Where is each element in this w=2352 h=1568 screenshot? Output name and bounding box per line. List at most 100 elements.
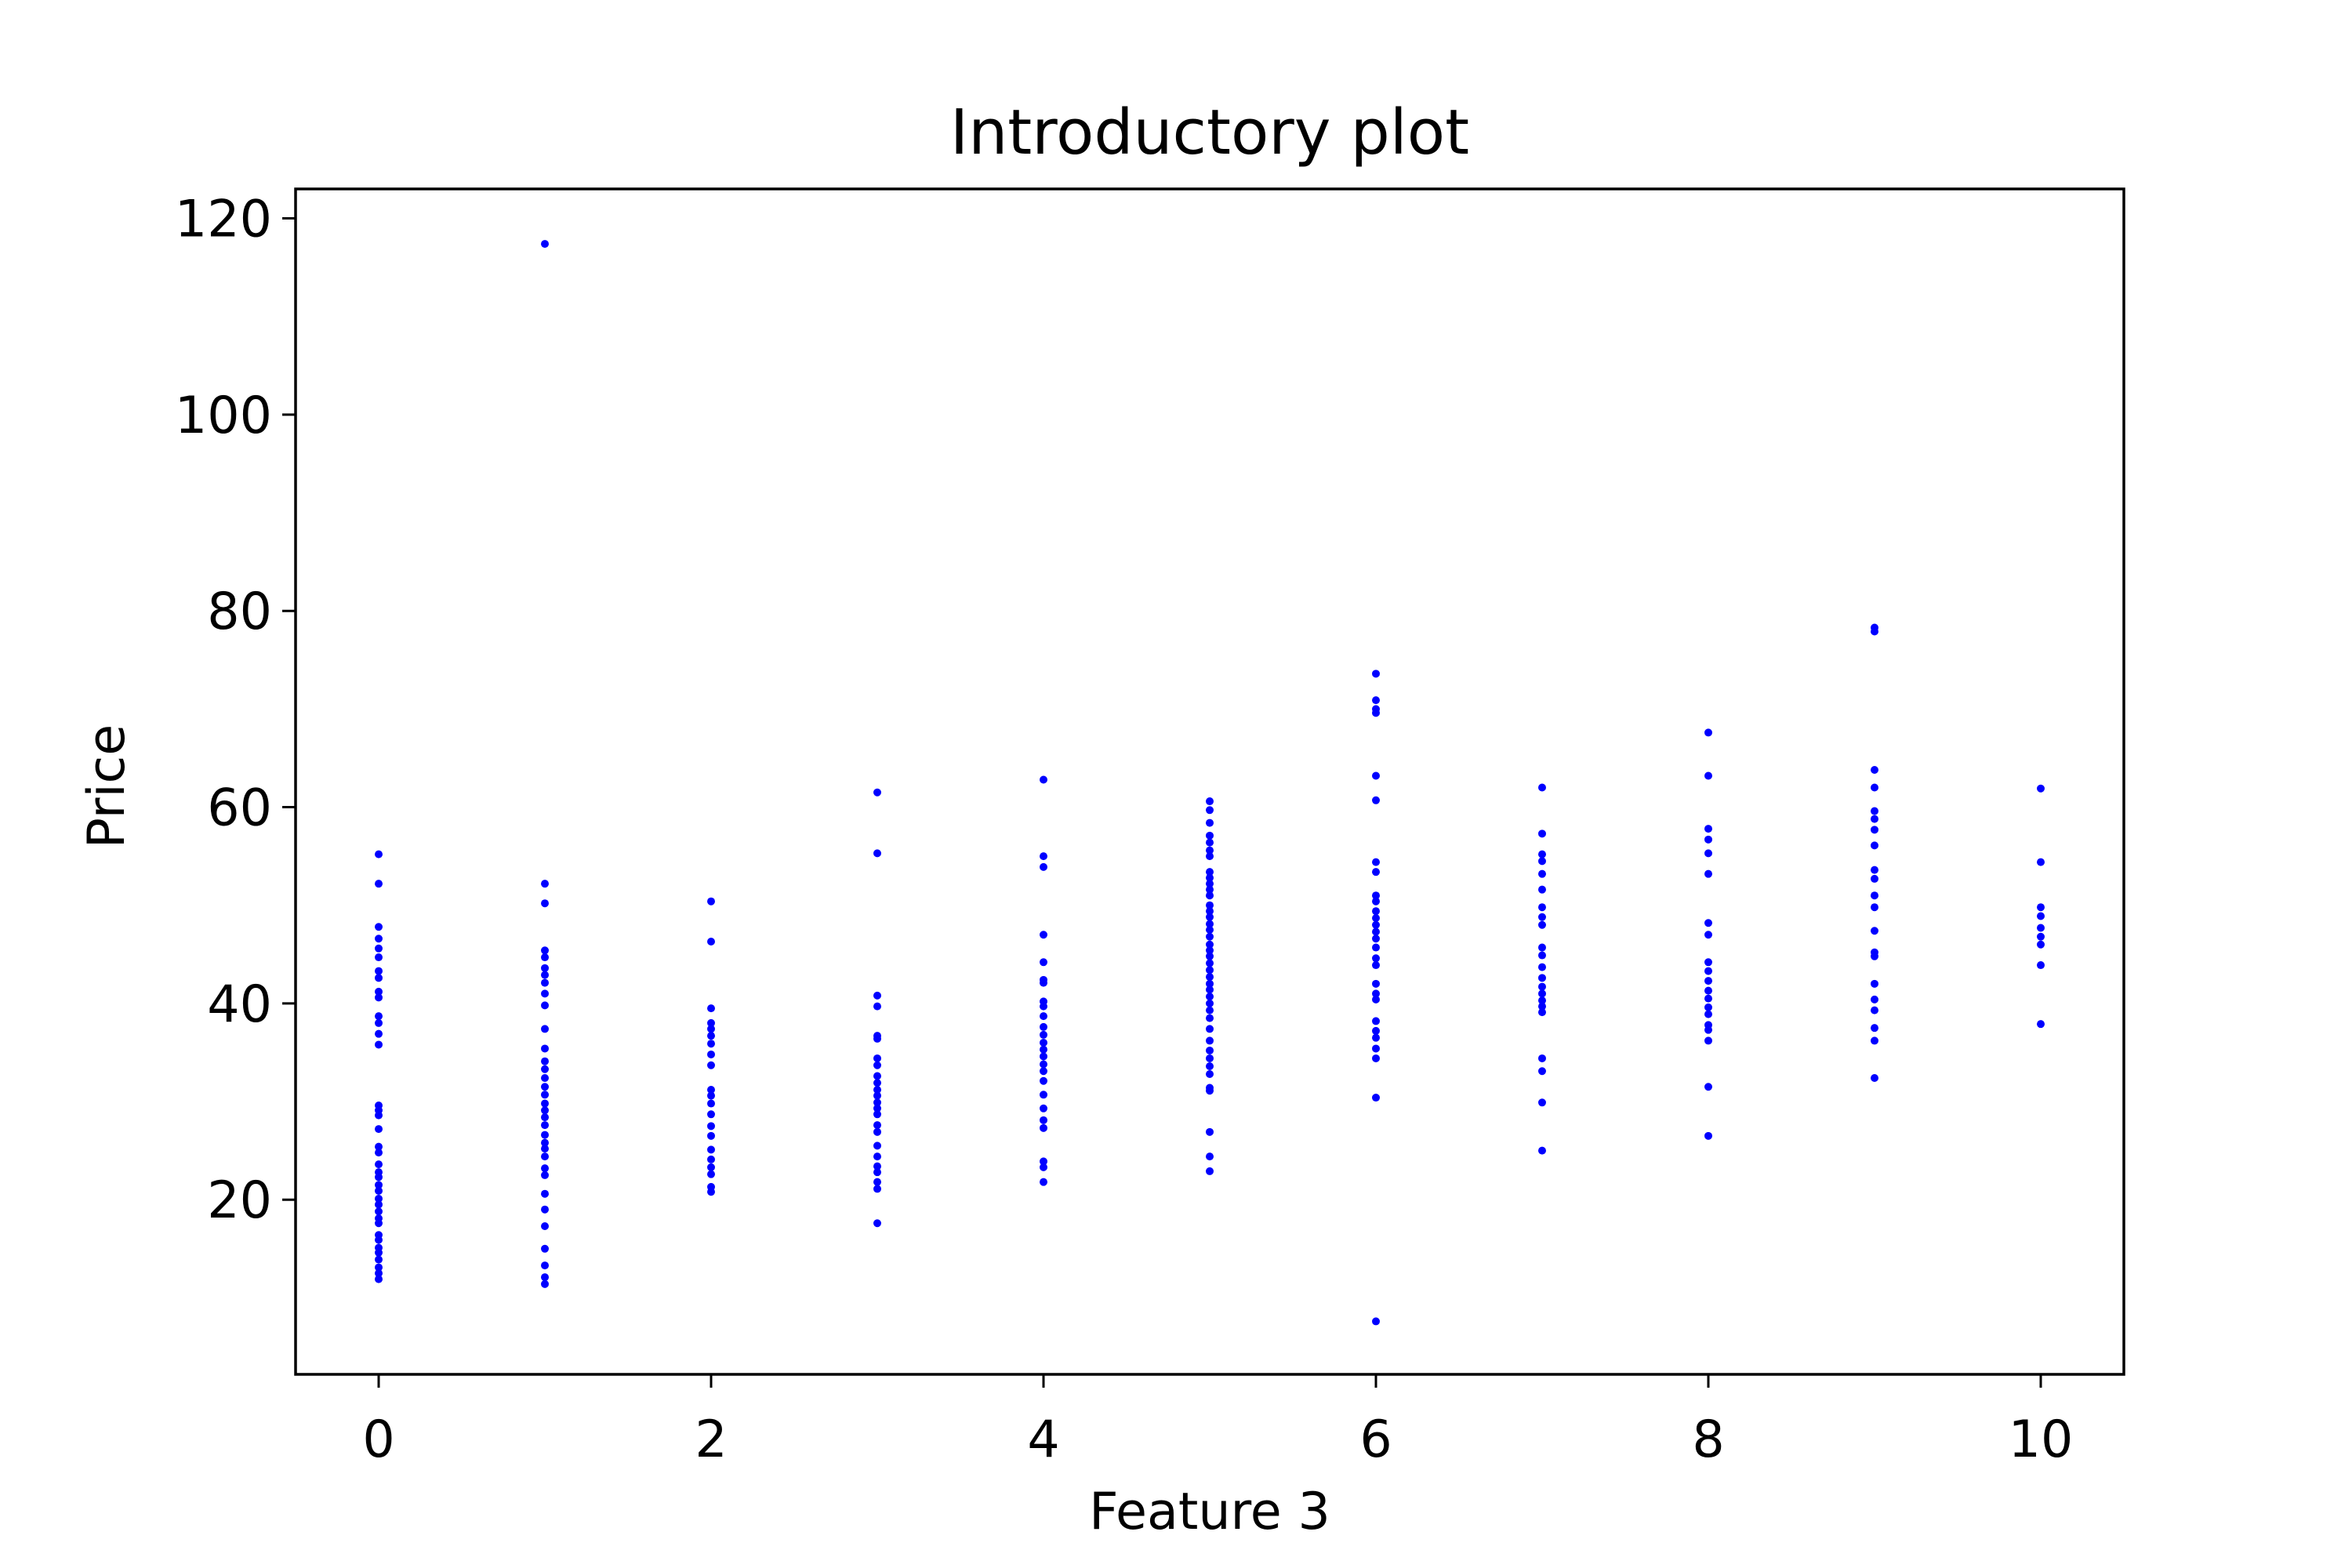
data-point: [873, 1219, 881, 1228]
data-point: [1704, 931, 1712, 939]
data-point: [541, 1273, 549, 1282]
data-point: [1372, 670, 1380, 678]
data-point: [1704, 986, 1712, 995]
data-point: [541, 1001, 549, 1010]
data-point: [1704, 919, 1712, 927]
y-tick-label: 120: [175, 191, 272, 249]
data-point: [1040, 1002, 1047, 1011]
data-point: [375, 1125, 383, 1134]
data-point: [1040, 1178, 1047, 1186]
data-point: [541, 1131, 549, 1139]
data-point: [375, 1111, 383, 1120]
data-point: [1871, 979, 1878, 988]
data-point: [1040, 931, 1047, 939]
data-point: [1372, 1054, 1380, 1062]
data-point: [1704, 835, 1712, 844]
data-point: [1040, 958, 1047, 967]
data-point: [1372, 979, 1380, 988]
data-point: [1871, 1074, 1878, 1082]
data-point: [1206, 852, 1214, 861]
data-point: [1206, 1036, 1214, 1045]
data-point: [541, 946, 549, 955]
data-point: [707, 1131, 715, 1140]
data-point: [541, 1091, 549, 1099]
data-point: [1704, 869, 1712, 878]
data-point: [541, 1121, 549, 1130]
data-point: [1206, 1054, 1214, 1062]
data-point: [541, 1164, 549, 1173]
y-tick-label: 100: [175, 387, 272, 445]
data-point: [375, 1236, 383, 1244]
data-point: [707, 1025, 715, 1033]
data-point: [707, 1091, 715, 1100]
data-point: [1372, 961, 1380, 970]
data-point: [1372, 1044, 1380, 1053]
data-point: [541, 1244, 549, 1253]
data-point: [375, 1029, 383, 1038]
data-point: [1206, 1046, 1214, 1054]
data-point: [707, 897, 715, 906]
data-point: [1372, 954, 1380, 963]
data-point: [1040, 862, 1047, 871]
data-point: [1871, 783, 1878, 792]
data-point: [1372, 696, 1380, 705]
data-point: [707, 1110, 715, 1119]
data-point: [707, 1040, 715, 1048]
data-point: [1040, 1030, 1047, 1039]
data-point: [873, 1178, 881, 1186]
data-point: [1040, 1012, 1047, 1021]
data-point: [1206, 940, 1214, 949]
data-point: [541, 880, 549, 888]
y-axis-ticks: 20 40 60 80 100 120: [175, 191, 296, 1230]
y-tick-label: 80: [207, 583, 272, 641]
data-point: [2037, 784, 2045, 793]
plot-frame: [294, 187, 2125, 1376]
data-point: [375, 1269, 383, 1278]
y-tick-label: 20: [207, 1171, 272, 1230]
data-point: [1040, 1067, 1047, 1076]
data-point: [1040, 978, 1047, 987]
x-tick-label: 4: [1027, 1410, 1059, 1469]
data-point: [541, 240, 549, 249]
data-point: [375, 1181, 383, 1189]
data-point: [1871, 765, 1878, 774]
data-point: [1871, 627, 1878, 636]
data-point: [707, 1004, 715, 1013]
data-point: [1704, 849, 1712, 858]
data-point: [873, 1098, 881, 1107]
data-point: [1040, 1060, 1047, 1069]
data-point: [1040, 1091, 1047, 1099]
data-point: [873, 1104, 881, 1112]
data-point: [707, 1050, 715, 1058]
data-point: [1206, 885, 1214, 894]
data-point: [1871, 815, 1878, 823]
data-point: [375, 1142, 383, 1151]
data-point: [1206, 959, 1214, 967]
data-point: [1704, 1083, 1712, 1091]
data-point: [707, 1188, 715, 1196]
data-point: [1538, 943, 1546, 952]
data-point: [2037, 858, 2045, 866]
data-point: [1040, 1022, 1047, 1031]
data-point: [1704, 994, 1712, 1003]
data-point: [2037, 932, 2045, 941]
data-point: [375, 1040, 383, 1049]
data-point: [1538, 1002, 1546, 1011]
data-point: [541, 1138, 549, 1147]
data-point: [1538, 829, 1546, 838]
data-point: [1372, 858, 1380, 866]
data-point: [375, 967, 383, 975]
data-point: [1206, 926, 1214, 934]
data-point: [873, 849, 881, 858]
data-point: [541, 1106, 549, 1115]
data-point: [1372, 927, 1380, 936]
data-point: [1704, 977, 1712, 985]
data-point: [1206, 901, 1214, 909]
data-point: [1040, 1157, 1047, 1166]
data-points: [375, 240, 2045, 1326]
data-point: [873, 1054, 881, 1062]
y-tick-label: 40: [207, 975, 272, 1034]
data-point: [541, 1171, 549, 1179]
data-point: [873, 1002, 881, 1011]
